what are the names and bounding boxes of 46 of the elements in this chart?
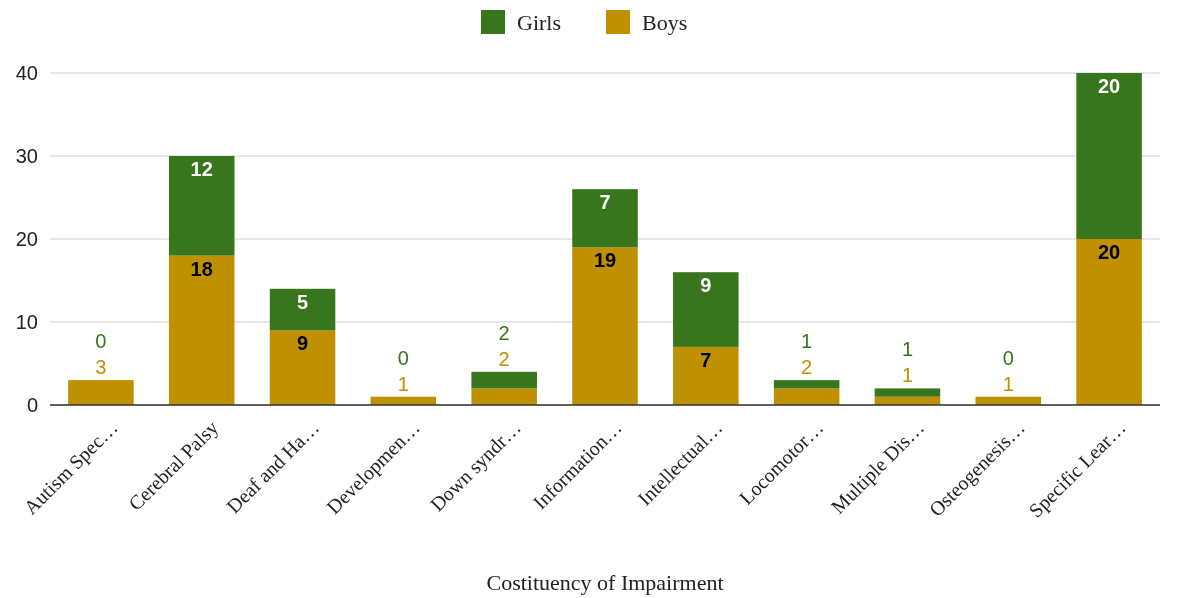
- data-label: 2: [801, 356, 813, 379]
- data-label: 0: [397, 346, 409, 369]
- bar: [572, 247, 638, 405]
- data-label: 3: [95, 356, 107, 379]
- bar: [168, 156, 235, 256]
- bar: [773, 388, 840, 405]
- data-label: 1: [901, 364, 914, 387]
- data-label: 20: [1097, 241, 1121, 263]
- x-axis-title: Costituency of Impairment: [486, 570, 724, 595]
- data-label: 1: [1002, 372, 1014, 395]
- bar: [673, 272, 739, 347]
- y-tick-label: 30: [15, 145, 38, 167]
- data-label: 12: [190, 158, 213, 180]
- data-label: 5: [296, 290, 309, 313]
- bar: [1076, 73, 1142, 239]
- y-tick-label: 40: [15, 62, 38, 84]
- data-label: 2: [498, 321, 510, 344]
- bar: [773, 380, 840, 389]
- data-label: 0: [95, 330, 107, 353]
- bar: [673, 346, 739, 405]
- bar: [874, 388, 941, 397]
- data-label: 9: [296, 332, 309, 355]
- bar: [471, 388, 537, 405]
- data-label: 1: [801, 330, 813, 353]
- data-label: 0: [1002, 346, 1014, 369]
- data-label: 20: [1097, 75, 1121, 97]
- data-label: 7: [700, 348, 712, 371]
- data-label: 7: [599, 191, 611, 214]
- data-label: 9: [700, 274, 712, 297]
- bar: [471, 371, 537, 389]
- bar: [1076, 239, 1142, 405]
- bar: [572, 189, 638, 248]
- bar: [269, 330, 336, 405]
- data-label: 2: [498, 347, 510, 370]
- bar: [68, 380, 134, 405]
- bar: [168, 255, 235, 405]
- data-label: 1: [397, 372, 409, 395]
- data-label: 19: [593, 249, 617, 272]
- y-tick-label: 20: [15, 228, 38, 250]
- y-tick-label: 10: [15, 311, 38, 333]
- bar: [269, 288, 336, 331]
- legend-label: Girls: [517, 10, 561, 35]
- legend-label: Boys: [642, 10, 688, 35]
- data-label: 18: [190, 257, 213, 280]
- data-label: 1: [901, 338, 914, 361]
- y-tick-label: 0: [26, 394, 38, 416]
